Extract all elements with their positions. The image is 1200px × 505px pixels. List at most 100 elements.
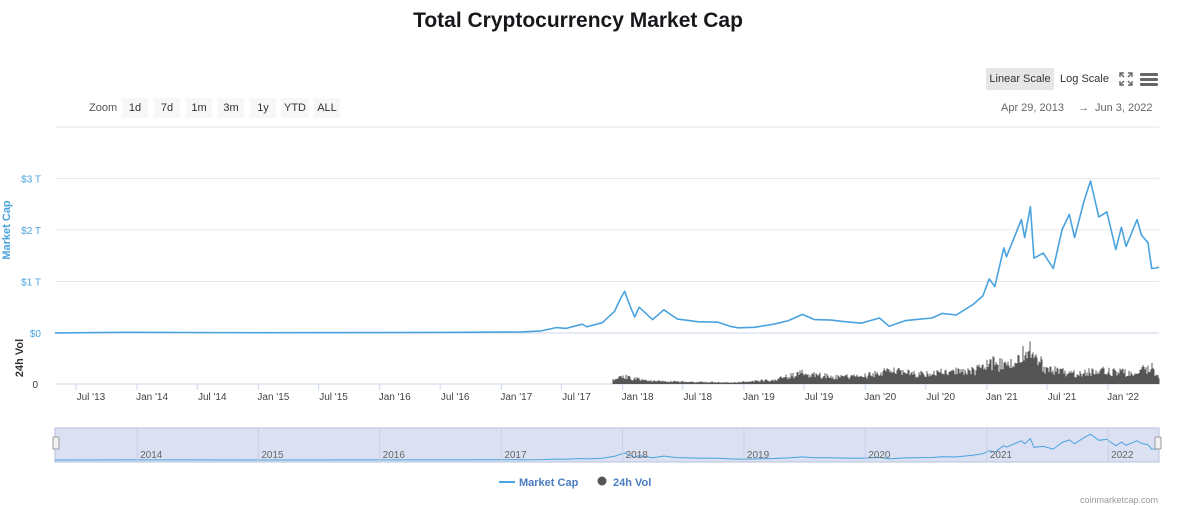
volume-bar [1047,368,1049,384]
x-tick-label: Jan '15 [257,392,289,403]
volume-bar [919,375,921,384]
volume-bar [971,366,973,384]
volume-bar [732,382,734,384]
volume-bar [733,382,735,384]
zoom-button-1m[interactable]: 1m [186,98,212,118]
zoom-button-3m[interactable]: 3m [218,98,244,118]
volume-bar [870,375,872,384]
zoom-button-1d[interactable]: 1d [122,98,148,118]
volume-bar [1080,373,1082,384]
volume-bar [908,370,910,384]
volume-bar [626,379,628,384]
volume-bar [682,381,684,384]
volume-bar [932,374,934,384]
volume-bar [676,381,678,384]
volume-bar [955,367,957,384]
volume-bar [1084,369,1086,384]
volume-bar [872,373,874,384]
volume-bar [1154,375,1156,384]
volume-bar [1148,372,1150,384]
volume-bar [620,375,622,384]
volume-bar [917,377,919,384]
range-to[interactable]: Jun 3, 2022 [1095,102,1153,114]
volume-bar [900,369,902,384]
volume-bar [653,380,655,384]
y-tick-label: $0 [30,329,42,340]
linear-scale-button[interactable]: Linear Scale [986,68,1054,90]
volume-bar [828,377,830,384]
volume-bar [685,381,687,384]
volume-bar [699,381,701,384]
volume-bar [1100,368,1102,384]
volume-bar [1152,368,1154,384]
volume-bar [990,359,992,384]
volume-bar [816,374,818,384]
volume-bar [1144,369,1146,384]
volume-bar [913,370,915,384]
volume-bar [1034,355,1036,384]
chart-title: Total Cryptocurrency Market Cap [413,9,743,32]
volume-bar [945,369,947,384]
volume-bar [1099,370,1101,384]
volume-bar [750,381,752,384]
volume-bar [766,380,768,384]
volume-bar [994,365,996,384]
vol-tick-label: 0 [32,380,38,391]
volume-bar [849,377,851,384]
volume-bar [725,381,727,384]
zoom-button-ytd[interactable]: YTD [281,98,309,118]
x-tick-label: Jul '17 [562,392,591,403]
volume-bar [776,380,778,384]
volume-bar [718,381,720,384]
legend-volume-label: 24h Vol [613,477,651,489]
volume-bar [691,381,693,384]
volume-bar [819,372,821,384]
credits-link[interactable]: coinmarketcap.com [1079,495,1158,505]
volume-bar [858,377,860,384]
volume-bar [985,369,987,384]
zoom-button-7d[interactable]: 7d [154,98,180,118]
volume-bar [1114,369,1116,384]
zoom-button-1y[interactable]: 1y [250,98,276,118]
volume-bar [1059,368,1061,384]
volume-bar [797,372,799,384]
volume-bar [1079,371,1081,384]
volume-bar [791,376,793,384]
volume-bar [854,376,856,384]
volume-bar [759,381,761,384]
volume-bar [753,382,755,384]
volume-bar [698,382,700,384]
volume-bar [673,380,675,384]
volume-bar [866,378,868,384]
volume-bar [911,371,913,384]
volume-bar [973,369,975,384]
volume-bar [886,368,888,384]
menu-icon[interactable] [1140,71,1158,89]
navigator-line [54,433,1160,461]
volume-bar [884,369,886,384]
volume-bar [670,380,672,384]
volume-bar [922,373,924,384]
volume-bar [762,380,764,384]
log-scale-button[interactable]: Log Scale [1057,68,1112,90]
volume-bar [1112,369,1114,384]
fullscreen-icon[interactable] [1118,71,1134,87]
volume-bar [856,374,858,384]
y-tick-label: $2 T [21,226,41,237]
volume-bar [999,357,1001,384]
y-tick-label: $1 T [21,277,41,288]
zoom-button-all[interactable]: ALL [314,98,340,118]
volume-bar [711,381,713,384]
volume-bar [961,371,963,384]
volume-bar [853,374,855,384]
volume-bar [654,380,656,384]
volume-bar [831,378,833,384]
range-from[interactable]: Apr 29, 2013 [1001,102,1064,114]
volume-bar [946,373,948,384]
volume-bar [931,374,933,384]
volume-bar [695,382,697,384]
volume-bar [637,378,639,384]
volume-bar [832,376,834,384]
volume-bar [1026,358,1028,384]
volume-bar [736,382,738,384]
